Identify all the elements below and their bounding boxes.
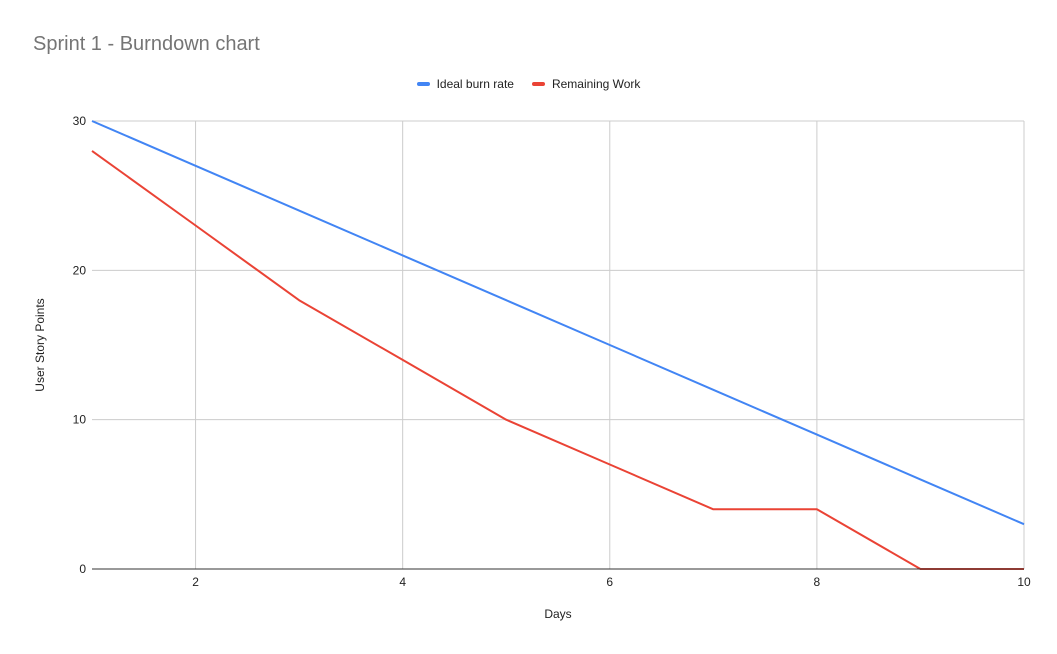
legend-label-ideal-burn-rate: Ideal burn rate [436, 77, 514, 91]
tick-labels: 0 10 20 30 2 4 6 8 10 [73, 114, 1031, 589]
legend-swatch-remaining-work [531, 82, 545, 86]
y-tick-label-30: 30 [73, 114, 87, 128]
x-tick-label-8: 8 [814, 575, 821, 589]
legend-label-remaining-work: Remaining Work [551, 77, 641, 91]
series-line-ideal-burn-rate[interactable] [91, 120, 1025, 526]
y-tick-label-20: 20 [73, 263, 87, 277]
series-layer [91, 120, 1025, 570]
legend-item-remaining-work[interactable]: Remaining Work [531, 77, 641, 91]
x-tick-label-10: 10 [1017, 575, 1031, 589]
grid [92, 120, 1025, 569]
x-tick-label-4: 4 [399, 575, 406, 589]
series-line-remaining-work[interactable] [91, 150, 1024, 570]
legend: Ideal burn rate Remaining Work [0, 77, 1057, 91]
x-axis-title: Days [544, 607, 571, 621]
legend-swatch-ideal-burn-rate [416, 82, 430, 86]
y-tick-label-0: 0 [79, 562, 86, 576]
x-tick-label-6: 6 [606, 575, 613, 589]
legend-item-ideal-burn-rate[interactable]: Ideal burn rate [416, 77, 514, 91]
y-tick-label-10: 10 [73, 413, 87, 427]
chart-title: Sprint 1 - Burndown chart [33, 33, 260, 55]
x-tick-label-2: 2 [192, 575, 199, 589]
y-axis-title: User Story Points [33, 298, 47, 391]
